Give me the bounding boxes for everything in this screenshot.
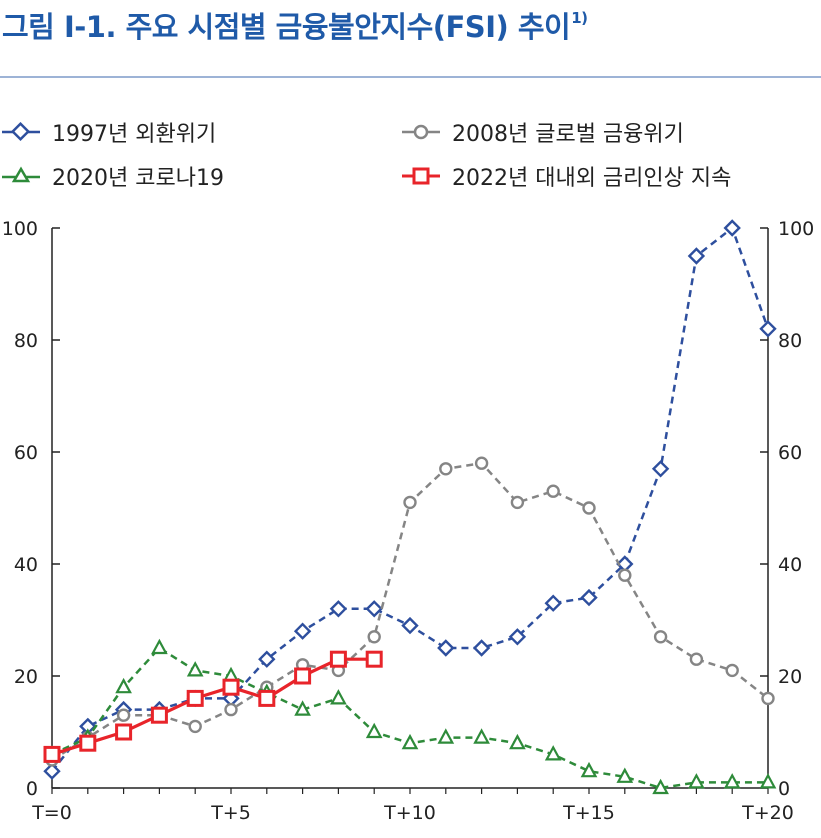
data-point-square	[115, 723, 133, 741]
right-y-tick-label: 60	[778, 442, 802, 464]
data-point-diamond	[759, 320, 777, 338]
data-point-circle	[689, 652, 704, 666]
data-point-circle	[510, 495, 525, 510]
data-point-circle	[188, 719, 202, 734]
legend-item-2022: 2022년 대내외 금리인상 지속	[402, 160, 731, 192]
left-y-tick-label: 0	[26, 778, 38, 800]
legend-marker-triangle-icon	[2, 166, 40, 183]
data-point-triangle	[437, 728, 455, 744]
series-line-3	[51, 657, 375, 756]
legend-item-2020: 2020년 코로나19	[2, 160, 224, 192]
legend-label: 1997년 외환위기	[52, 122, 217, 147]
right-y-tick-label: 100	[778, 218, 814, 240]
right-y-tick-label: 0	[778, 778, 790, 800]
legend-marker-square-icon	[402, 167, 440, 185]
data-point-square	[222, 678, 240, 696]
data-point-square	[294, 667, 312, 685]
data-point-diamond	[651, 460, 670, 478]
data-point-square	[150, 706, 168, 724]
data-point-triangle	[509, 733, 526, 750]
x-tick-label: T+10	[383, 802, 436, 824]
data-point-circle	[653, 630, 668, 644]
left-y-tick-label: 20	[14, 666, 38, 688]
data-point-circle	[618, 568, 632, 582]
data-point-square	[329, 650, 347, 668]
left-y-tick-label: 100	[2, 218, 38, 240]
data-point-diamond	[544, 594, 562, 612]
chart-title: 그림 Ⅰ-1. 주요 시점별 금융불안지수(FSI) 추이1)	[2, 4, 588, 46]
x-tick-label: T+15	[562, 802, 615, 824]
legend-label: 2008년 글로벌 금융위기	[452, 122, 684, 147]
data-point-square	[186, 689, 204, 707]
data-point-square	[258, 689, 276, 707]
data-point-square	[79, 734, 97, 752]
left-y-tick-label: 60	[14, 442, 38, 464]
data-point-triangle	[652, 778, 669, 795]
chart-title-text: 그림 Ⅰ-1. 주요 시점별 금융불안지수(FSI) 추이	[2, 10, 571, 44]
left-y-tick-label: 80	[14, 330, 38, 352]
x-tick-label: T=0	[31, 802, 72, 824]
data-point-diamond	[508, 628, 527, 646]
data-point-diamond	[365, 600, 383, 618]
data-point-circle	[224, 702, 238, 717]
right-y-tick-label: 20	[778, 666, 802, 688]
data-point-diamond	[723, 219, 741, 237]
legend-item-1997: 1997년 외환위기	[2, 116, 216, 148]
left-y-tick-label: 40	[14, 554, 38, 576]
data-point-circle	[403, 495, 417, 510]
x-tick-label: T+5	[210, 802, 251, 824]
data-point-circle	[474, 456, 489, 470]
data-point-diamond	[293, 622, 312, 640]
data-point-triangle	[688, 773, 705, 789]
x-tick-label: T+20	[741, 802, 794, 824]
data-point-circle	[761, 691, 775, 706]
data-point-triangle	[330, 689, 347, 705]
data-point-triangle	[616, 767, 634, 783]
data-point-triangle	[473, 728, 490, 744]
data-point-diamond	[43, 762, 61, 780]
data-point-circle	[725, 663, 739, 678]
legend-label: 2022년 대내외 금리인상 지속	[452, 166, 732, 191]
data-point-square	[43, 745, 61, 763]
data-point-square	[365, 650, 383, 668]
data-point-triangle	[401, 733, 419, 750]
right-y-tick-label: 80	[778, 330, 802, 352]
data-point-circle	[546, 484, 560, 498]
data-point-triangle	[580, 761, 598, 778]
data-point-circle	[582, 501, 596, 515]
right-y-tick-label: 40	[778, 554, 802, 576]
data-point-triangle	[186, 661, 204, 677]
data-point-diamond	[472, 639, 491, 657]
data-point-circle	[439, 462, 453, 476]
data-point-diamond	[580, 588, 598, 607]
data-point-triangle	[723, 773, 741, 789]
data-point-triangle	[544, 745, 562, 761]
legend-label: 2020년 코로나19	[52, 166, 224, 191]
data-point-triangle	[294, 700, 311, 716]
data-point-diamond	[329, 600, 348, 618]
data-point-diamond	[258, 650, 276, 668]
data-point-diamond	[401, 616, 419, 635]
legend-item-2008: 2008년 글로벌 금융위기	[402, 116, 684, 148]
data-point-diamond	[687, 247, 706, 265]
data-point-triangle	[115, 677, 132, 694]
legend-marker-diamond-icon	[2, 122, 40, 142]
data-point-triangle	[759, 773, 777, 789]
data-point-circle	[367, 630, 381, 644]
data-point-diamond	[437, 639, 455, 657]
data-point-triangle	[365, 722, 383, 739]
legend-marker-circle-icon	[402, 124, 440, 140]
data-point-triangle	[151, 638, 168, 655]
title-divider	[0, 76, 821, 78]
data-point-circle	[116, 708, 131, 722]
footnote-mark: 1)	[571, 9, 588, 27]
